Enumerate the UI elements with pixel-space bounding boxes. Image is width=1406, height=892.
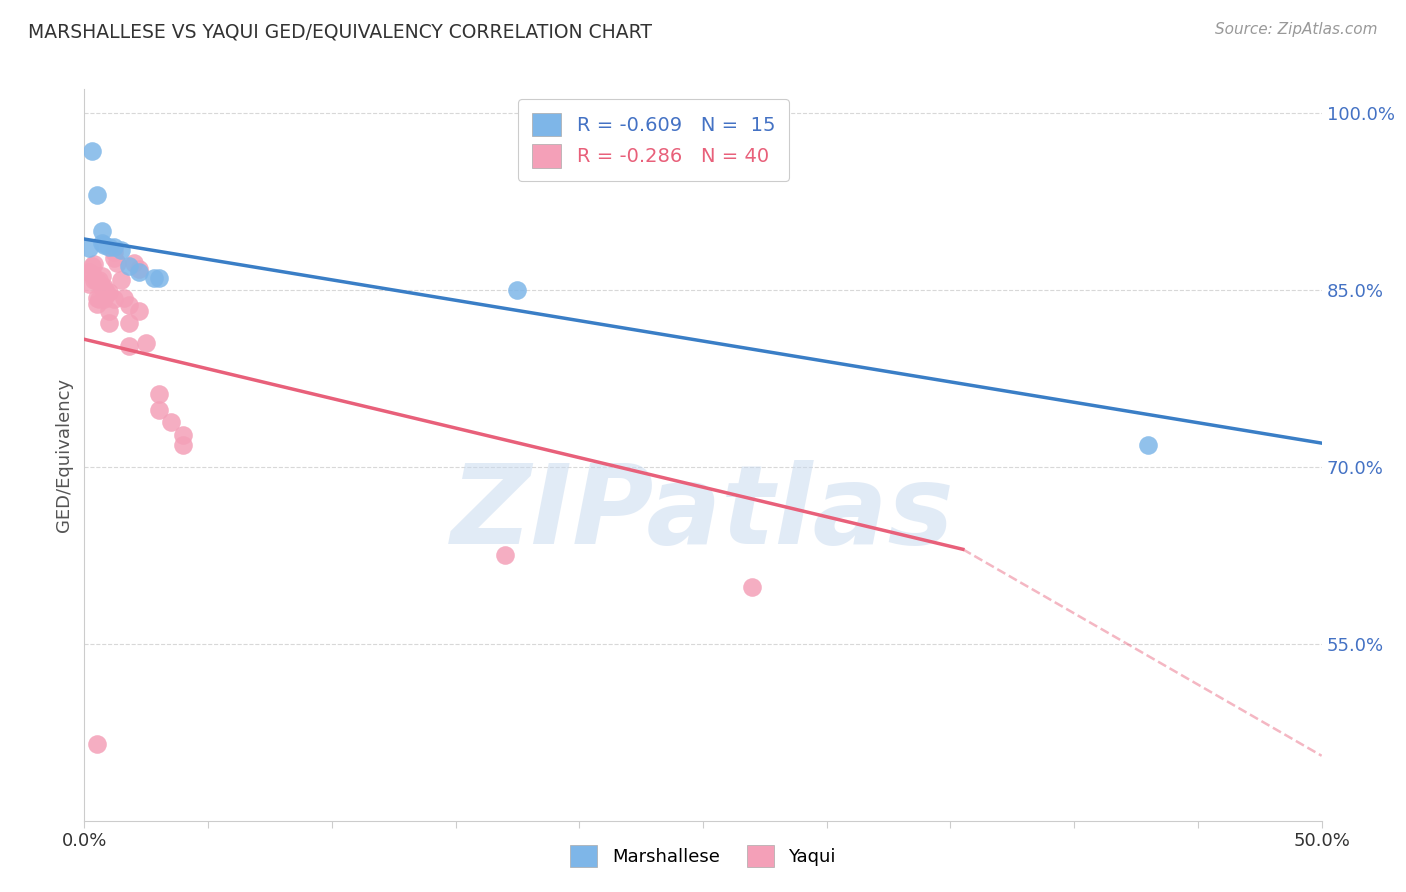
Point [89, 273, 111, 287]
Point [79, 242, 101, 256]
Point [122, 255, 145, 269]
Point [90, 224, 112, 238]
Point [494, 548, 516, 562]
Point [103, 245, 125, 260]
Point [135, 335, 157, 350]
Point [118, 259, 141, 273]
Point [90, 235, 112, 250]
Point [172, 438, 194, 452]
Point [112, 291, 135, 305]
Y-axis label: GED/Equivalency: GED/Equivalency [55, 378, 73, 532]
Point [506, 283, 529, 297]
Point [80, 144, 103, 158]
Point [90, 280, 112, 294]
Point [79, 277, 101, 291]
Point [118, 339, 141, 353]
Point [79, 265, 101, 279]
Point [86, 297, 108, 311]
Point [98, 304, 121, 318]
Point [148, 386, 170, 401]
Point [86, 188, 108, 202]
Text: ZIPatlas: ZIPatlas [451, 460, 955, 567]
Point [98, 316, 121, 330]
Point [86, 275, 108, 289]
Point [89, 292, 111, 306]
Point [128, 304, 150, 318]
Point [98, 285, 121, 299]
Point [128, 261, 150, 276]
Point [172, 428, 194, 442]
Point [86, 291, 108, 305]
Point [96, 286, 118, 301]
Point [93, 292, 115, 306]
Text: MARSHALLESE VS YAQUI GED/EQUIVALENCY CORRELATION CHART: MARSHALLESE VS YAQUI GED/EQUIVALENCY COR… [28, 22, 652, 41]
Point [83, 257, 105, 271]
Point [83, 273, 105, 287]
Point [110, 273, 132, 287]
Point [90, 268, 112, 283]
Point [93, 280, 115, 294]
Legend: Marshallese, Yaqui: Marshallese, Yaqui [562, 838, 844, 874]
Point [103, 292, 125, 306]
Point [160, 415, 183, 429]
Point [110, 243, 132, 257]
Point [80, 268, 103, 282]
Point [105, 255, 128, 269]
Point [93, 238, 115, 252]
Point [103, 251, 125, 265]
Point [148, 271, 170, 285]
Point [148, 403, 170, 417]
Text: Source: ZipAtlas.com: Source: ZipAtlas.com [1215, 22, 1378, 37]
Point [80, 259, 103, 273]
Point [128, 265, 150, 279]
Point [741, 580, 763, 594]
Point [142, 271, 165, 285]
Point [103, 240, 125, 254]
Point [98, 240, 121, 254]
Point [1137, 438, 1160, 452]
Point [118, 298, 141, 312]
Point [86, 737, 108, 751]
Point [118, 316, 141, 330]
